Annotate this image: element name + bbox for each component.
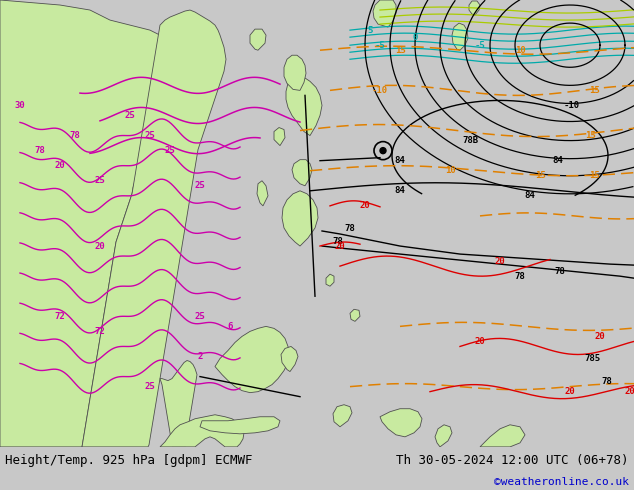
Text: Height/Temp. 925 hPa [gdpm] ECMWF: Height/Temp. 925 hPa [gdpm] ECMWF xyxy=(5,454,252,467)
Polygon shape xyxy=(160,415,244,447)
Circle shape xyxy=(380,147,386,154)
Text: 78B: 78B xyxy=(462,136,478,145)
Text: Th 30-05-2024 12:00 UTC (06+78): Th 30-05-2024 12:00 UTC (06+78) xyxy=(396,454,629,467)
Polygon shape xyxy=(160,361,197,447)
Polygon shape xyxy=(215,326,290,392)
Polygon shape xyxy=(452,23,468,50)
Text: -10: -10 xyxy=(564,101,580,110)
Text: 78: 78 xyxy=(333,237,344,245)
Text: 5: 5 xyxy=(367,25,373,35)
Text: 78: 78 xyxy=(602,377,612,386)
Text: 785: 785 xyxy=(584,354,600,363)
Text: 78: 78 xyxy=(35,146,46,155)
Polygon shape xyxy=(257,181,268,206)
Text: 78: 78 xyxy=(515,271,526,281)
Text: -5: -5 xyxy=(375,41,385,49)
Polygon shape xyxy=(380,409,422,437)
Text: 20: 20 xyxy=(624,387,634,396)
Text: 20: 20 xyxy=(94,242,105,250)
Text: 72: 72 xyxy=(55,312,65,321)
Text: 72: 72 xyxy=(94,327,105,336)
Text: 25: 25 xyxy=(195,181,205,190)
Text: 25: 25 xyxy=(145,382,155,391)
Text: 15: 15 xyxy=(394,46,405,55)
Polygon shape xyxy=(350,309,360,321)
Text: 15: 15 xyxy=(534,171,545,180)
Text: 10: 10 xyxy=(515,46,526,55)
Text: 20: 20 xyxy=(335,242,346,250)
Polygon shape xyxy=(292,160,312,186)
Text: 78: 78 xyxy=(70,131,81,140)
Polygon shape xyxy=(282,191,318,246)
Polygon shape xyxy=(200,417,280,434)
Text: 84: 84 xyxy=(394,186,405,196)
Polygon shape xyxy=(435,425,452,447)
Text: 20: 20 xyxy=(565,387,576,396)
Polygon shape xyxy=(373,0,396,27)
Text: -5: -5 xyxy=(475,41,486,49)
Polygon shape xyxy=(274,127,285,146)
Text: 78: 78 xyxy=(345,224,356,233)
Text: 20: 20 xyxy=(475,337,486,346)
Polygon shape xyxy=(250,29,266,50)
Polygon shape xyxy=(286,75,322,136)
Text: 84: 84 xyxy=(394,156,405,165)
Text: ©weatheronline.co.uk: ©weatheronline.co.uk xyxy=(494,477,629,487)
Text: 20: 20 xyxy=(595,332,605,341)
Text: -10: -10 xyxy=(372,86,388,95)
Text: 15: 15 xyxy=(590,171,600,180)
Text: 20: 20 xyxy=(495,257,505,266)
Polygon shape xyxy=(469,1,480,15)
Text: 0: 0 xyxy=(412,33,418,42)
Text: 25: 25 xyxy=(125,111,136,120)
Polygon shape xyxy=(284,55,306,90)
Text: 10: 10 xyxy=(444,166,455,175)
Polygon shape xyxy=(333,405,352,427)
Text: 30: 30 xyxy=(15,101,25,110)
Polygon shape xyxy=(0,0,178,447)
Text: 6: 6 xyxy=(228,322,233,331)
Text: 25: 25 xyxy=(165,146,176,155)
Polygon shape xyxy=(82,10,226,447)
Text: 25: 25 xyxy=(195,312,205,321)
Text: 15: 15 xyxy=(585,131,595,140)
Polygon shape xyxy=(480,425,525,447)
Text: 78: 78 xyxy=(555,267,566,276)
Text: 2: 2 xyxy=(197,352,203,361)
Text: 25: 25 xyxy=(94,176,105,185)
Text: 15: 15 xyxy=(590,86,600,95)
Text: 20: 20 xyxy=(55,161,65,170)
Text: 20: 20 xyxy=(359,201,370,210)
Text: 84: 84 xyxy=(524,191,535,200)
Text: 25: 25 xyxy=(145,131,155,140)
Polygon shape xyxy=(326,274,334,286)
Polygon shape xyxy=(281,346,298,371)
Text: 84: 84 xyxy=(553,156,564,165)
